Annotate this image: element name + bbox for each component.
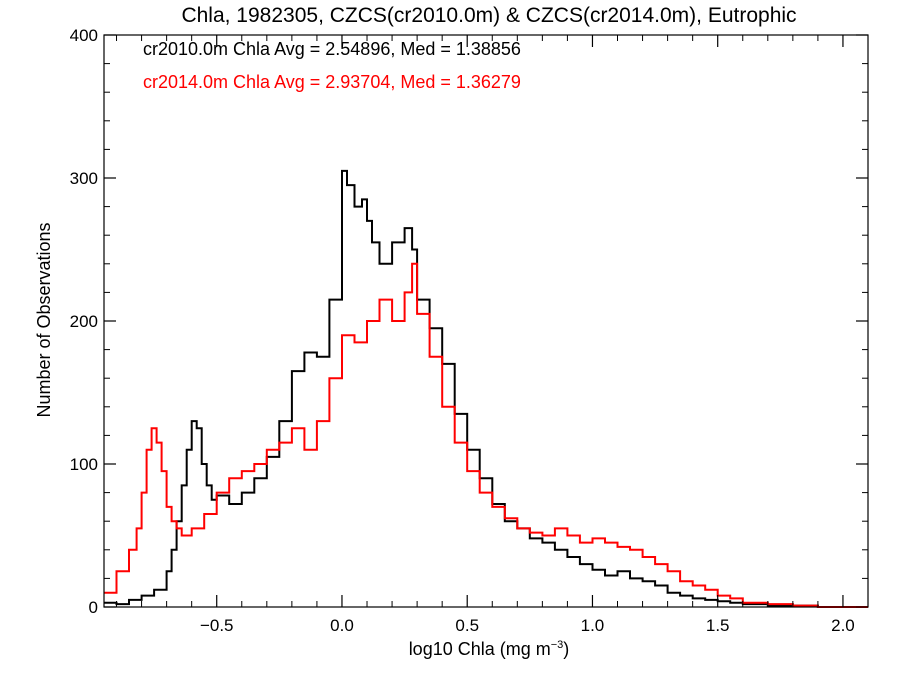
- x-axis-label-tail: ): [563, 639, 569, 659]
- series-line-cr2014: [104, 262, 868, 608]
- x-axis-label-exponent: −3: [551, 639, 564, 651]
- chart-title: Chla, 1982305, CZCS(cr2010.0m) & CZCS(cr…: [181, 4, 796, 27]
- y-tick-label: 200: [70, 312, 98, 331]
- x-axis-label: log10 Chla (mg m−3): [409, 639, 570, 659]
- x-tick-label: −0.5: [200, 616, 234, 635]
- plot-area: −0.5 0.0 0.5 1.0 1.5 2.0 0 100 200 300 400: [70, 26, 869, 635]
- x-tick-label: 0.0: [330, 616, 354, 635]
- x-tick-label: 1.5: [706, 616, 730, 635]
- series-line-cr2010: [104, 169, 868, 608]
- x-tick-label: 0.5: [455, 616, 479, 635]
- plot-frame: [103, 34, 869, 608]
- stats-annotation-cr2014: cr2014.0m Chla Avg = 2.93704, Med = 1.36…: [143, 72, 521, 92]
- stats-annotation-cr2010: cr2010.0m Chla Avg = 2.54896, Med = 1.38…: [143, 39, 521, 59]
- y-tick-label: 0: [89, 598, 98, 617]
- y-tick-label: 100: [70, 455, 98, 474]
- x-axis-label-main: log10 Chla (mg m: [409, 639, 551, 659]
- y-tick-label: 400: [70, 26, 98, 45]
- y-tick-label: 300: [70, 169, 98, 188]
- x-tick-label: 2.0: [831, 616, 855, 635]
- x-tick-label: 1.0: [581, 616, 605, 635]
- y-axis-label: Number of Observations: [34, 222, 54, 417]
